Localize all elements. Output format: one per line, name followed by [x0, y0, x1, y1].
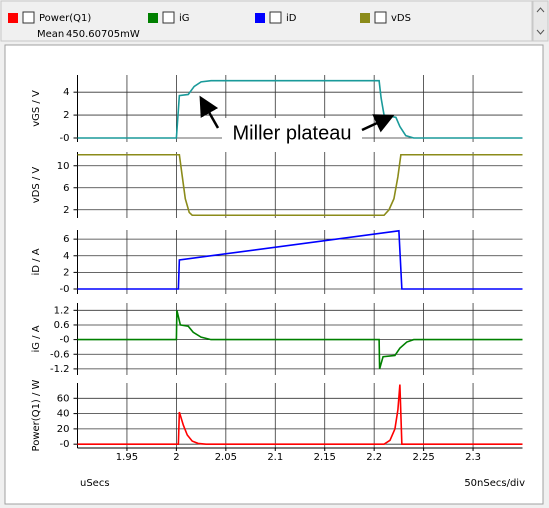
annotation-box — [222, 118, 362, 150]
y-tick-label: 6 — [63, 183, 69, 194]
y-tick-label: 6 — [63, 234, 69, 245]
legend-swatch — [148, 13, 158, 23]
legend-swatch — [360, 13, 370, 23]
scroll-arrows — [536, 7, 545, 35]
legend-label: iG — [179, 13, 190, 24]
y-tick-label: -0.6 — [50, 349, 70, 360]
legend-swatch — [8, 13, 18, 23]
y-axis-label: iD / A — [31, 248, 42, 275]
y-axis-label: iG / A — [31, 325, 42, 352]
y-tick-label: 0.6 — [54, 320, 70, 331]
arrow — [199, 95, 220, 129]
x-tick-label: 2.3 — [465, 452, 481, 463]
data-line — [77, 153, 523, 217]
y-axis-label: vGS / V — [31, 90, 42, 127]
x-tick-label: 1.95 — [116, 452, 138, 463]
y-tick-label: 40 — [57, 409, 70, 420]
x-axis-label: uSecs — [80, 478, 110, 489]
y-tick-label: 4 — [63, 251, 69, 262]
y-tick-label: 2 — [63, 205, 69, 216]
x-tick-label: 2.2 — [366, 452, 382, 463]
arrow — [361, 114, 395, 133]
x-tick-label: 2.15 — [314, 452, 336, 463]
x-tick-label: 2 — [173, 452, 179, 463]
legend-label: iD — [286, 13, 297, 24]
legend-label: Power(Q1) — [39, 13, 91, 24]
scrollbar[interactable] — [532, 0, 549, 42]
legend-checkbox[interactable] — [22, 11, 35, 24]
x-tick-label: 2.1 — [267, 452, 283, 463]
data-line — [77, 384, 523, 445]
annotation: Miller plateau — [233, 122, 352, 144]
y-tick-label: 20 — [57, 424, 70, 435]
data-line — [77, 229, 523, 290]
y-tick-label: -0 — [60, 284, 70, 295]
y-tick-label: 2 — [63, 267, 69, 278]
legend-swatch — [255, 13, 265, 23]
data-line — [77, 310, 523, 370]
y-axis-label: vDS / V — [31, 167, 42, 204]
x-scale-label: 50nSecs/div — [464, 478, 525, 489]
x-tick-label: 2.25 — [412, 452, 434, 463]
y-tick-label: 60 — [57, 393, 70, 404]
y-tick-label: 10 — [57, 161, 70, 172]
legend-label: vDS — [391, 13, 411, 24]
legend-checkbox[interactable] — [374, 11, 387, 24]
y-tick-label: -0 — [60, 133, 70, 144]
y-tick-label: -0 — [60, 439, 70, 450]
legend-checkbox[interactable] — [269, 11, 282, 24]
y-tick-label: 2 — [63, 110, 69, 121]
y-axis-label: Power(Q1) / W — [31, 379, 42, 451]
y-tick-label: 1.2 — [54, 305, 70, 316]
y-tick-label: -1.2 — [50, 364, 70, 375]
legend-bar — [0, 0, 533, 42]
mean-value: 450.60705mW — [66, 29, 140, 40]
data-line — [77, 79, 523, 139]
y-tick-label: -0 — [60, 335, 70, 346]
y-tick-label: 4 — [63, 87, 69, 98]
mean-label: Mean — [37, 29, 64, 40]
legend-checkbox[interactable] — [162, 11, 175, 24]
x-tick-label: 2.05 — [215, 452, 237, 463]
plot-frame — [4, 44, 544, 505]
